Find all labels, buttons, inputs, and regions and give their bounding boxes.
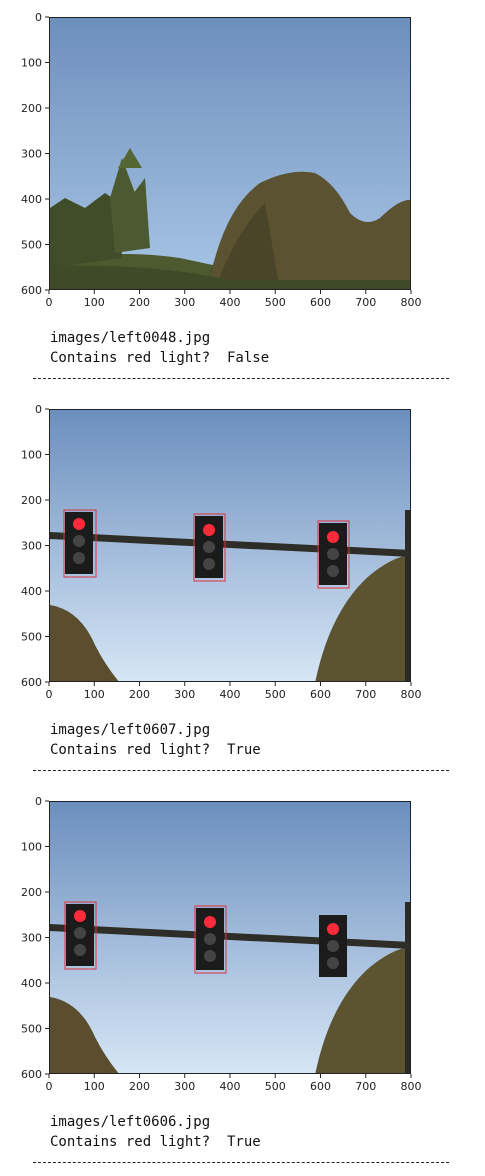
x-tick-label: 300 <box>174 296 195 309</box>
x-tick-label: 200 <box>129 296 150 309</box>
separator-3 <box>33 1162 449 1163</box>
x-tick-label: 200 <box>129 1080 150 1093</box>
y-tick-label: 600 <box>21 1068 42 1081</box>
y-tick-label: 200 <box>21 886 42 899</box>
x-tick-label: 800 <box>401 296 422 309</box>
x-tick-label: 500 <box>265 296 286 309</box>
output-cell-2: 0 100 200 300 400 500 600 700 800 0 100 200 300 400 50… <box>0 392 485 784</box>
separator-1 <box>33 378 449 379</box>
x-tick-label: 500 <box>265 688 286 701</box>
x-tick-label: 100 <box>84 296 105 309</box>
x-tick-label: 700 <box>355 688 376 701</box>
y-tick-label: 400 <box>21 585 42 598</box>
x-tick-label: 100 <box>84 1080 105 1093</box>
traffic-light-3 <box>317 520 350 589</box>
x-tick-label: 400 <box>220 296 241 309</box>
traffic-light-1 <box>63 509 97 578</box>
x-tick-label: 0 <box>46 296 53 309</box>
traffic-light-3 <box>319 915 347 977</box>
axes-2: 0 100 200 300 400 500 600 700 800 0 100 200 300 400 50… <box>21 403 422 701</box>
separator-2 <box>33 770 449 771</box>
y-tick-label: 500 <box>21 631 42 644</box>
y-tick-label: 400 <box>21 977 42 990</box>
x-tick-label: 300 <box>174 688 195 701</box>
x-tick-label: 0 <box>46 1080 53 1093</box>
image-plot-3 <box>49 801 411 1074</box>
y-tick-label: 200 <box>21 102 42 115</box>
traffic-light-1 <box>64 901 97 970</box>
axes-3: 0 100 200 300 400 500 600 700 800 0 100 200 300 400 50… <box>21 795 422 1093</box>
x-tick-label: 200 <box>129 688 150 701</box>
x-tick-label: 600 <box>310 688 331 701</box>
x-tick-label: 800 <box>401 688 422 701</box>
image-plot-1 <box>49 17 411 290</box>
scene-image-2 <box>50 410 410 681</box>
traffic-light-2 <box>193 513 226 582</box>
image-plot-2 <box>49 409 411 682</box>
y-tick-label: 600 <box>21 676 42 689</box>
scene-image-3 <box>50 802 410 1073</box>
traffic-light-2 <box>194 905 227 974</box>
x-tick-label: 400 <box>220 688 241 701</box>
x-tick-label: 600 <box>310 296 331 309</box>
y-tick-label: 100 <box>21 449 42 462</box>
y-tick-label: 600 <box>21 284 42 297</box>
x-tick-label: 700 <box>355 296 376 309</box>
y-tick-label: 300 <box>21 148 42 161</box>
output-path-1: images/left0048.jpg <box>50 330 211 346</box>
x-tick-label: 0 <box>46 688 53 701</box>
y-tick-label: 500 <box>21 239 42 252</box>
y-tick-label: 0 <box>35 795 42 808</box>
output-path-2: images/left0607.jpg <box>50 722 211 738</box>
x-tick-label: 600 <box>310 1080 331 1093</box>
y-tick-label: 0 <box>35 11 42 24</box>
scene-image-1 <box>50 18 410 289</box>
output-result-1: Contains red light? False <box>50 350 270 366</box>
output-result-2: Contains red light? True <box>50 742 261 758</box>
x-tick-label: 400 <box>220 1080 241 1093</box>
axes-1: 0 100 200 300 400 500 600 700 800 0 100 200 300 400 50… <box>21 11 422 309</box>
x-tick-label: 500 <box>265 1080 286 1093</box>
x-tick-label: 300 <box>174 1080 195 1093</box>
y-tick-label: 300 <box>21 540 42 553</box>
output-path-3: images/left0606.jpg <box>50 1114 211 1130</box>
output-cell-1: 0 100 200 300 400 500 600 700 800 0 100 200 300 400 50… <box>0 0 485 392</box>
y-tick-label: 400 <box>21 193 42 206</box>
y-tick-label: 300 <box>21 932 42 945</box>
y-tick-label: 200 <box>21 494 42 507</box>
x-tick-label: 700 <box>355 1080 376 1093</box>
output-result-3: Contains red light? True <box>50 1134 261 1150</box>
x-tick-label: 100 <box>84 688 105 701</box>
y-tick-label: 100 <box>21 57 42 70</box>
y-tick-label: 500 <box>21 1023 42 1036</box>
y-tick-label: 100 <box>21 841 42 854</box>
y-tick-label: 0 <box>35 403 42 416</box>
x-tick-label: 800 <box>401 1080 422 1093</box>
output-cell-3: 0 100 200 300 400 500 600 700 800 0 100 200 300 400 50… <box>0 784 485 1176</box>
